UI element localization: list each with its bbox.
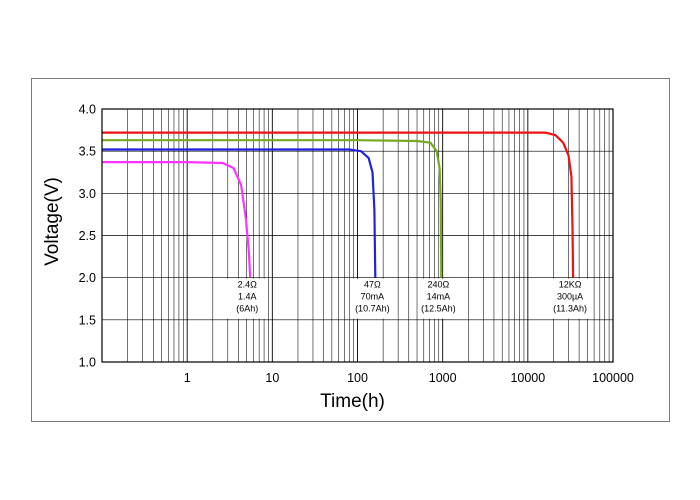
x-tick-label: 1000	[429, 371, 457, 385]
annotation-background	[352, 278, 393, 319]
series-annotation-3-line-1: 240Ω	[427, 280, 449, 290]
series-annotation-2-line-3: (10.7Ah)	[355, 304, 390, 314]
x-tick-label: 100000	[592, 371, 634, 385]
y-tick-label: 1.0	[79, 356, 96, 370]
series-annotation-1-line-2: 1.4A	[238, 292, 257, 302]
y-tick-label: 2.0	[79, 271, 96, 285]
series-annotation-4-line-3: (11.3Ah)	[553, 304, 587, 314]
series-annotation-1-line-3: (6Ah)	[236, 304, 258, 314]
y-tick-label: 2.5	[79, 229, 96, 243]
series-annotation-4-line-2: 300µA	[557, 292, 583, 302]
x-tick-labels: 1 10 100 1000 10000 100000	[184, 371, 634, 385]
x-axis-label: Time(h)	[320, 391, 385, 412]
series-annotation-3-line-2: 14mA	[427, 292, 451, 302]
series-annotation-1-line-1: 2.4Ω	[238, 280, 258, 290]
x-tick-label: 100	[347, 371, 368, 385]
series-group	[102, 131, 575, 278]
y-tick-labels: 1.0 1.5 2.0 2.5 3.0 3.5 4.0	[79, 103, 96, 370]
y-tick-label: 3.0	[79, 187, 96, 201]
series-annotation-3-line-3: (12.5Ah)	[421, 304, 456, 314]
annotation-background	[550, 278, 591, 319]
annotation-background	[227, 278, 268, 319]
grid	[102, 109, 613, 362]
x-tick-label: 10	[265, 371, 279, 385]
series-line-4	[102, 131, 575, 278]
y-tick-label: 1.5	[79, 313, 96, 327]
annotations: 2.4Ω 1.4A (6Ah) 47Ω 70mA (10.7Ah) 240Ω 14mA (12.…	[227, 278, 591, 319]
series-annotation-2-line-1: 47Ω	[364, 280, 381, 290]
series-line-3	[102, 139, 443, 278]
x-tick-label: 1	[184, 371, 191, 385]
plot-border	[101, 108, 614, 363]
y-tick-label: 3.5	[79, 145, 96, 159]
series-line-1	[102, 161, 252, 278]
series-line-2	[102, 148, 377, 278]
y-tick-label: 4.0	[79, 103, 96, 117]
annotation-background	[418, 278, 459, 319]
chart-frame	[31, 78, 670, 422]
series-annotation-4-line-1: 12KΩ	[559, 280, 582, 290]
y-axis-label: Voltage(V)	[42, 177, 63, 266]
series-annotation-2-line-2: 70mA	[361, 292, 385, 302]
x-tick-label: 10000	[510, 371, 545, 385]
